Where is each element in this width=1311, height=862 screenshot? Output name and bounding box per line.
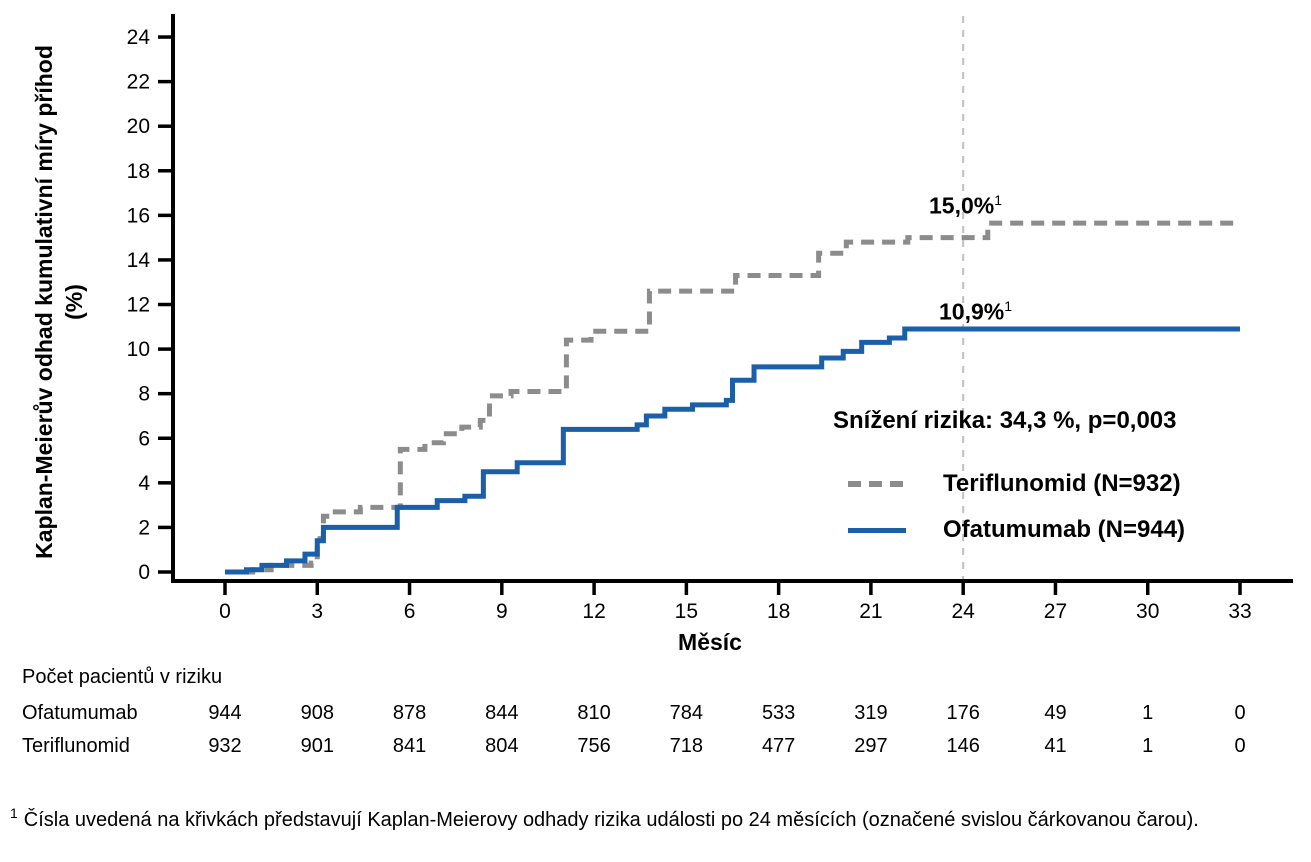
risk-count-ofatumumab-month-15: 784 <box>669 702 704 724</box>
ofatumumab-km-estimate-value: 10,9% <box>939 298 1005 325</box>
solid-blue-line-swatch-icon <box>848 527 906 533</box>
legend-item-teriflunomid: Teriflunomid (N=932) <box>848 470 1181 498</box>
y-axis-title: Kaplan-Meierův odhad kumulativní míry př… <box>29 17 93 587</box>
x-tick-label-24: 24 <box>952 600 976 623</box>
footnote-marker: 1 <box>10 805 18 821</box>
risk-count-teriflunomid-month-33: 0 <box>1234 735 1246 757</box>
y-tick-label-4: 4 <box>138 472 150 495</box>
ofatumumab-km-estimate-footnote-marker: 1 <box>1004 298 1013 314</box>
legend-label-teriflunomid: Teriflunomid (N=932) <box>943 470 1181 497</box>
y-tick-label-16: 16 <box>127 204 150 227</box>
ofatumumab-curve <box>225 326 1240 575</box>
y-tick-label-20: 20 <box>127 115 150 138</box>
risk-count-teriflunomid-month-12: 756 <box>577 735 611 757</box>
legend-label-ofatumumab: Ofatumumab (N=944) <box>943 516 1186 543</box>
x-tick-label-33: 33 <box>1228 600 1251 623</box>
y-tick-label-8: 8 <box>138 383 150 406</box>
y-tick-label-14: 14 <box>127 249 151 272</box>
x-tick-label-6: 6 <box>404 600 416 623</box>
x-tick-label-12: 12 <box>582 600 605 623</box>
risk-count-ofatumumab-month-3: 908 <box>300 702 334 724</box>
risk-count-ofatumumab-month-9: 844 <box>485 702 519 724</box>
y-tick-label-24: 24 <box>127 26 151 49</box>
risk-count-teriflunomid-month-9: 804 <box>485 735 519 757</box>
risk-count-ofatumumab-month-33: 0 <box>1234 702 1246 724</box>
risk-count-teriflunomid-month-6: 841 <box>392 735 427 757</box>
risk-count-ofatumumab-month-0: 944 <box>208 702 242 724</box>
y-tick-label-12: 12 <box>127 294 150 317</box>
x-tick-label-0: 0 <box>219 600 231 623</box>
x-tick-label-27: 27 <box>1044 600 1067 623</box>
y-tick-label-22: 22 <box>127 71 150 94</box>
teriflunomid-km-estimate-value: 15,0% <box>929 192 995 219</box>
y-axis-title-line1: Kaplan-Meierův odhad kumulativní míry př… <box>31 45 57 559</box>
dashed-gray-line-swatch-icon <box>848 481 906 487</box>
legend-item-ofatumumab: Ofatumumab (N=944) <box>848 516 1185 544</box>
x-tick-label-3: 3 <box>311 600 323 623</box>
x-tick-label-21: 21 <box>859 600 882 623</box>
x-tick-label-18: 18 <box>767 600 790 623</box>
risk-count-teriflunomid-month-30: 1 <box>1142 735 1154 757</box>
x-tick-label-9: 9 <box>496 600 508 623</box>
x-tick-label-30: 30 <box>1136 600 1159 623</box>
teriflunomid-km-estimate-label: 15,0%1 <box>929 192 1002 220</box>
y-tick-label-10: 10 <box>127 338 150 361</box>
risk-count-ofatumumab-month-12: 810 <box>577 702 611 724</box>
risk-count-ofatumumab-month-21: 319 <box>854 702 888 724</box>
y-tick-label-18: 18 <box>127 160 150 183</box>
ofatumumab-km-estimate-label: 10,9%1 <box>939 298 1012 326</box>
y-tick-label-0: 0 <box>138 561 150 584</box>
risk-count-ofatumumab-month-27: 49 <box>1044 702 1067 724</box>
risk-count-ofatumumab-month-24: 176 <box>946 702 980 724</box>
risk-count-ofatumumab-month-30: 1 <box>1142 702 1154 724</box>
risk-row-label-ofatumumab: Ofatumumab <box>22 702 138 724</box>
y-tick-label-2: 2 <box>138 516 150 539</box>
footnote-text: Čísla uvedená na křivkách představují Ka… <box>23 808 1199 831</box>
risk-table-title: Počet pacientů v riziku <box>22 666 223 688</box>
y-tick-label-6: 6 <box>138 427 150 450</box>
risk-count-teriflunomid-month-15: 718 <box>669 735 704 757</box>
risk-count-teriflunomid-month-3: 901 <box>300 735 334 757</box>
risk-count-teriflunomid-month-18: 477 <box>761 735 796 757</box>
x-tick-label-15: 15 <box>675 600 698 623</box>
y-axis-title-line2: (%) <box>61 284 87 320</box>
footnote: 1 Čísla uvedená na křivkách představují K… <box>10 799 1302 834</box>
risk-count-teriflunomid-month-21: 297 <box>854 735 888 757</box>
teriflunomid-km-estimate-footnote-marker: 1 <box>994 192 1003 208</box>
risk-row-label-teriflunomid: Teriflunomid <box>22 735 130 757</box>
risk-count-teriflunomid-month-0: 932 <box>208 735 242 757</box>
risk-count-ofatumumab-month-18: 533 <box>761 702 796 724</box>
risk-count-ofatumumab-month-6: 878 <box>392 702 427 724</box>
risk-count-teriflunomid-month-24: 146 <box>946 735 980 757</box>
risk-count-teriflunomid-month-27: 41 <box>1044 735 1067 757</box>
x-axis-title: Měsíc <box>678 629 742 655</box>
legend: Snížení rizika: 34,3 %, p=0,003 Teriflun… <box>833 407 1303 543</box>
risk-reduction-text: Snížení rizika: 34,3 %, p=0,003 <box>833 407 1177 434</box>
